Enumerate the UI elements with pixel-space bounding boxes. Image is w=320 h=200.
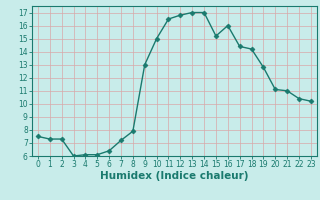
X-axis label: Humidex (Indice chaleur): Humidex (Indice chaleur) — [100, 171, 249, 181]
